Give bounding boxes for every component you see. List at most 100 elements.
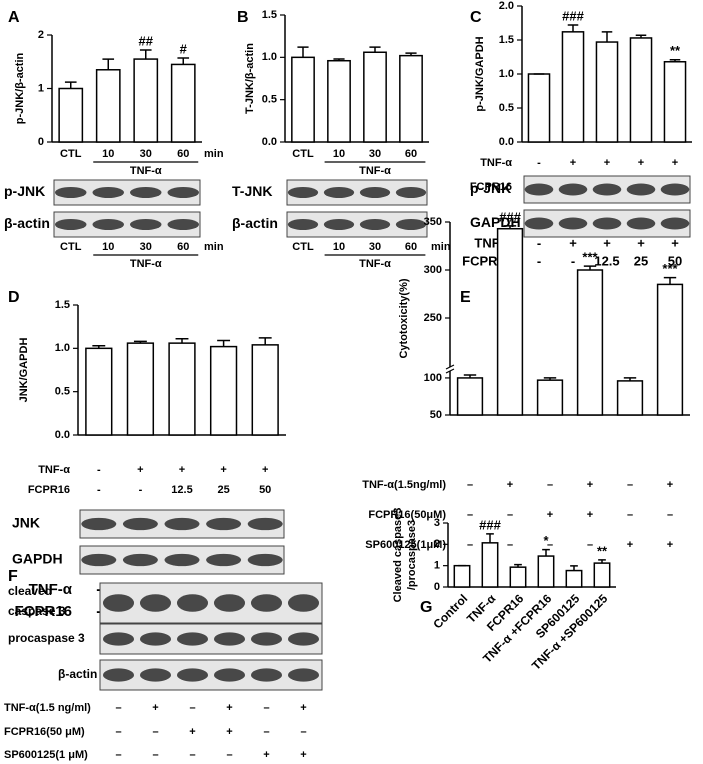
treatment-value: + <box>603 235 611 250</box>
y-tick-label: 100 <box>424 372 442 384</box>
lane-label: 60 <box>177 241 189 253</box>
error-bar <box>601 31 613 43</box>
y-axis-label: /procaspase3 <box>406 520 418 590</box>
blot-band <box>122 517 158 531</box>
treatment-name: TNF-α(1.5 ng/ml) <box>4 702 91 714</box>
treatment-value: 25 <box>634 253 648 268</box>
error-bar <box>405 52 417 56</box>
blot-band <box>250 668 283 682</box>
treatment-value: – <box>300 726 306 738</box>
treatment-name: FCPR16 <box>470 181 512 193</box>
treatment-value: - <box>139 484 143 496</box>
y-tick-label: 1 <box>434 560 440 572</box>
error-bar <box>333 58 345 61</box>
panel-label: G <box>420 599 432 616</box>
treatment-value: – <box>115 726 121 738</box>
error-bar <box>486 533 494 543</box>
treatment-value: – <box>152 749 158 761</box>
panel-label: D <box>8 289 20 306</box>
y-tick-label: 350 <box>424 216 442 228</box>
lane-label: CTL <box>292 241 314 253</box>
annotation: ### <box>562 8 584 23</box>
y-tick-label: 0.0 <box>55 429 70 441</box>
blot-band <box>176 594 209 612</box>
bar <box>656 283 684 416</box>
y-tick-label: 1.0 <box>55 342 70 354</box>
blot-band <box>247 553 283 567</box>
treatment-value: – <box>507 539 513 551</box>
blot-band <box>102 668 135 682</box>
error-bar <box>543 377 557 381</box>
blot-label: procaspase 3 <box>8 631 85 645</box>
treatment-value: – <box>627 479 633 491</box>
treatment-value: + <box>263 749 269 761</box>
y-axis-label: JNK/GAPDH <box>18 338 30 403</box>
treatment-value: – <box>115 749 121 761</box>
blot-band <box>395 187 427 198</box>
blot-band <box>250 632 283 646</box>
treatment-value: – <box>189 702 195 714</box>
error-bar <box>669 58 681 62</box>
y-tick-label: 0 <box>38 136 44 148</box>
bar <box>537 555 555 588</box>
lane-label: 10 <box>333 241 345 253</box>
blot-band <box>626 217 656 230</box>
panel-label: B <box>237 9 249 26</box>
blot-band <box>524 217 554 230</box>
bar <box>251 344 279 436</box>
blot-band <box>81 553 117 567</box>
y-tick-label: 0.5 <box>55 386 70 398</box>
y-tick-label: 3 <box>434 517 440 529</box>
x-tick-label: 10 <box>333 148 345 160</box>
blot-frame <box>99 659 323 691</box>
treatment-value: – <box>547 479 553 491</box>
y-tick-label: 1.0 <box>499 68 514 80</box>
treatment-value: + <box>547 509 553 521</box>
treatment-name: SP600125(1 μM) <box>4 749 88 761</box>
blot-label: JNK <box>12 515 40 531</box>
treatment-value: – <box>263 702 269 714</box>
blot-band <box>130 219 162 230</box>
y-axis-label: p-JNK/β-actin <box>14 52 26 124</box>
blot-band <box>81 517 117 531</box>
blot-band <box>524 183 554 196</box>
treatment-value: – <box>467 509 473 521</box>
error-bar <box>598 559 606 564</box>
blot-band <box>592 217 622 230</box>
error-bar <box>663 276 677 285</box>
error-bar <box>514 563 522 568</box>
blot-label: caspase 3 <box>8 604 66 618</box>
bar <box>663 61 687 143</box>
y-tick-label: 250 <box>424 312 442 324</box>
treatment-value: + <box>671 235 679 250</box>
blot-band <box>287 668 320 682</box>
treatment-value: + <box>300 749 306 761</box>
blot-frame <box>99 582 323 624</box>
panel-label: A <box>8 9 20 26</box>
blot-band <box>359 219 391 230</box>
blot-band <box>558 217 588 230</box>
blot-band <box>164 517 200 531</box>
lane-label: 10 <box>102 241 114 253</box>
treatment-value: + <box>226 702 232 714</box>
bar <box>453 564 471 588</box>
bar <box>327 59 351 143</box>
annotation: ## <box>139 33 154 48</box>
error-bar <box>139 49 152 60</box>
blot-band <box>130 187 162 198</box>
treatment-value: – <box>467 479 473 491</box>
treatment-value: – <box>189 749 195 761</box>
treatment-value: 50 <box>668 253 682 268</box>
error-bar <box>102 58 115 70</box>
treatment-value: – <box>587 539 593 551</box>
blot-band <box>287 219 319 230</box>
blot-band <box>250 594 283 612</box>
treatment-value: - <box>571 253 575 268</box>
treatment-value: + <box>627 539 633 551</box>
blot-band <box>558 183 588 196</box>
y-tick-label: 2 <box>38 29 44 41</box>
treatment-value: – <box>507 509 513 521</box>
annotation: ### <box>499 209 521 224</box>
group-label: TNF-α <box>359 165 391 177</box>
